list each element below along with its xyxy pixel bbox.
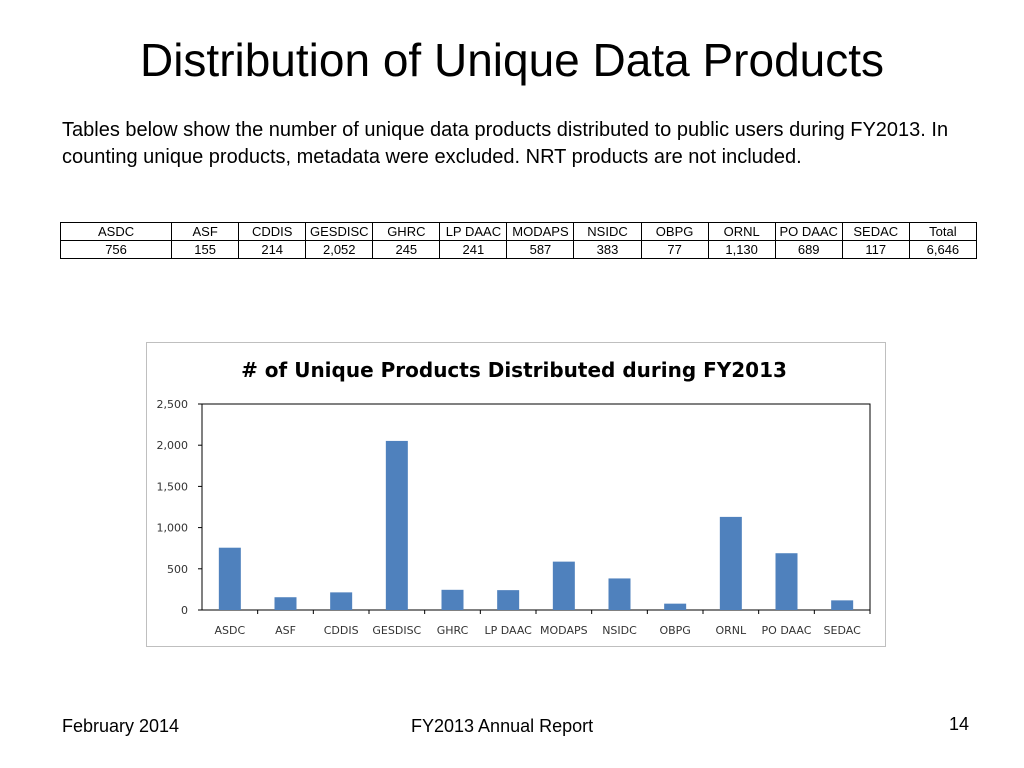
- y-tick-label: 0: [181, 604, 188, 617]
- table-header-cell: ORNL: [707, 222, 776, 241]
- chart-title: # of Unique Products Distributed during …: [241, 358, 787, 382]
- bar-asdc: [218, 547, 241, 610]
- x-tick-label: SEDAC: [824, 624, 862, 637]
- x-tick-label: ASF: [275, 624, 296, 637]
- footer-report-title: FY2013 Annual Report: [411, 716, 594, 736]
- table-header-cell: PO DAAC: [774, 222, 843, 241]
- y-tick-label: 2,500: [157, 398, 189, 411]
- x-tick-label: GESDISC: [372, 624, 421, 637]
- table-cell: 155: [171, 240, 240, 259]
- table-value-row: 756 155 214 2,052 245 241 587 383 77 1,1…: [59, 240, 978, 259]
- table-cell: 6,646: [908, 240, 978, 259]
- x-tick-label: PO DAAC: [762, 624, 812, 637]
- table-cell: 117: [841, 240, 910, 259]
- table-header-cell: OBPG: [640, 222, 709, 241]
- bar-ornl: [719, 516, 742, 610]
- y-tick-label: 1,500: [157, 480, 189, 493]
- table-cell: 1,130: [707, 240, 776, 259]
- table-cell: 587: [506, 240, 575, 259]
- x-tick-label: MODAPS: [540, 624, 588, 637]
- table-header-cell: NSIDC: [573, 222, 642, 241]
- bar-asf: [274, 597, 297, 610]
- x-tick-label: ORNL: [715, 624, 747, 637]
- distribution-table: ASDC ASF CDDIS GESDISC GHRC LP DAAC MODA…: [59, 222, 978, 259]
- x-tick-label: OBPG: [659, 624, 690, 637]
- y-tick-label: 1,000: [157, 522, 189, 535]
- table-header-cell: Total: [908, 222, 978, 241]
- table-cell: 77: [640, 240, 709, 259]
- x-tick-label: NSIDC: [602, 624, 637, 637]
- table-header-cell: SEDAC: [841, 222, 910, 241]
- page-number: 14: [949, 714, 970, 734]
- table-cell: 756: [59, 240, 173, 259]
- table-cell: 689: [774, 240, 843, 259]
- table-header-cell: ASDC: [59, 222, 173, 241]
- x-tick-label: GHRC: [437, 624, 469, 637]
- table-cell: 245: [372, 240, 441, 259]
- x-axis: ASDC ASF CDDIS GESDISC GHRC LP DAAC MODAPS NSID…: [214, 610, 871, 637]
- table-header-cell: LP DAAC: [439, 222, 508, 241]
- bar-cddis: [330, 592, 353, 610]
- slide-title: Distribution of Unique Data Products: [139, 34, 885, 86]
- table-header-row: ASDC ASF CDDIS GESDISC GHRC LP DAAC MODA…: [59, 222, 978, 241]
- x-tick-label: ASDC: [214, 624, 245, 637]
- table-header-cell: GESDISC: [305, 222, 374, 241]
- table-header-cell: ASF: [171, 222, 240, 241]
- table-cell: 241: [439, 240, 508, 259]
- table-cell: 214: [238, 240, 307, 259]
- y-axis: 0 500 1,000 1,500 2,000 2,500: [157, 398, 202, 617]
- table-cell: 2,052: [305, 240, 374, 259]
- x-tick-label: CDDIS: [324, 624, 359, 637]
- bar-obpg: [664, 603, 687, 610]
- bar-nsidc: [608, 578, 631, 610]
- table-header-cell: CDDIS: [238, 222, 307, 241]
- bar-series: [218, 440, 854, 610]
- table-header-cell: GHRC: [372, 222, 441, 241]
- x-tick-label: LP DAAC: [484, 624, 532, 637]
- plot-area: [201, 403, 871, 611]
- y-tick-label: 2,000: [157, 439, 189, 452]
- bar-ghrc: [441, 589, 464, 610]
- table-cell: 383: [573, 240, 642, 259]
- bar-modaps: [552, 561, 575, 610]
- intro-paragraph: Tables below show the number of unique d…: [62, 119, 949, 168]
- bar-chart: # of Unique Products Distributed during …: [146, 342, 886, 647]
- y-tick-label: 500: [167, 563, 188, 576]
- footer-date: February 2014: [62, 716, 180, 736]
- bar-lp-daac: [497, 590, 520, 610]
- chart-canvas: # of Unique Products Distributed during …: [157, 358, 871, 637]
- bar-gesdisc: [385, 440, 408, 610]
- bar-sedac: [831, 600, 854, 610]
- table-header-cell: MODAPS: [506, 222, 575, 241]
- bar-po-daac: [775, 553, 798, 610]
